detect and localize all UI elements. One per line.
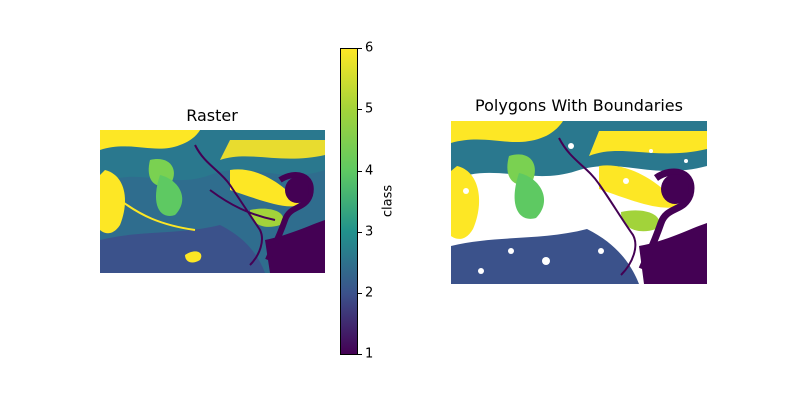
colorbar-tick (358, 354, 362, 355)
polygons-map (451, 121, 707, 284)
colorbar (340, 48, 358, 355)
colorbar-tick (358, 109, 362, 110)
colorbar-tick-label: 3 (365, 224, 374, 240)
raster-title: Raster (186, 106, 238, 125)
colorbar-tick-label: 2 (365, 285, 374, 301)
colorbar-tick-label: 5 (365, 101, 374, 117)
colorbar-tick-label: 1 (365, 346, 374, 362)
colorbar-tick (358, 293, 362, 294)
colorbar-tick (358, 171, 362, 172)
colorbar-tick-label: 4 (365, 163, 374, 179)
colorbar-tick (358, 48, 362, 49)
raster-map (100, 130, 325, 273)
colorbar-label: class (380, 184, 396, 218)
colorbar-tick-label: 6 (365, 40, 374, 56)
polygons-title: Polygons With Boundaries (475, 96, 683, 115)
colorbar-tick (358, 232, 362, 233)
